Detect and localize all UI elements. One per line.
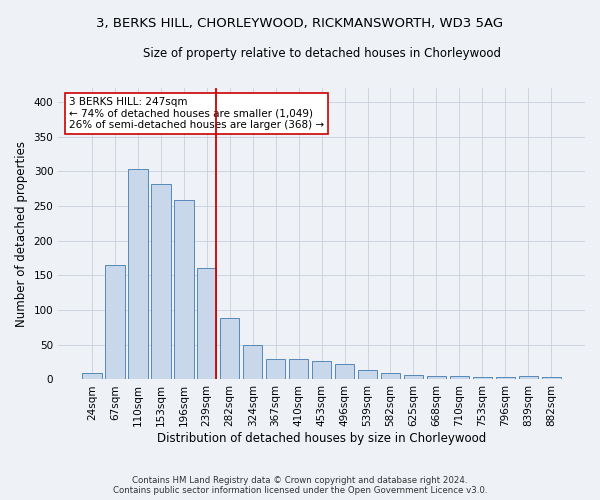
Bar xyxy=(335,364,355,380)
Bar xyxy=(496,376,515,380)
Title: Size of property relative to detached houses in Chorleywood: Size of property relative to detached ho… xyxy=(143,48,500,60)
Bar xyxy=(266,358,286,380)
Bar xyxy=(220,318,239,380)
Bar xyxy=(151,184,170,380)
Text: 3 BERKS HILL: 247sqm
← 74% of detached houses are smaller (1,049)
26% of semi-de: 3 BERKS HILL: 247sqm ← 74% of detached h… xyxy=(69,97,324,130)
Bar xyxy=(105,265,125,380)
Bar xyxy=(427,376,446,380)
Bar xyxy=(128,169,148,380)
Bar xyxy=(404,376,423,380)
Bar xyxy=(174,200,194,380)
Bar xyxy=(289,358,308,380)
X-axis label: Distribution of detached houses by size in Chorleywood: Distribution of detached houses by size … xyxy=(157,432,486,445)
Bar xyxy=(518,376,538,380)
Bar xyxy=(243,346,262,380)
Bar xyxy=(542,378,561,380)
Bar xyxy=(358,370,377,380)
Bar xyxy=(449,376,469,380)
Text: 3, BERKS HILL, CHORLEYWOOD, RICKMANSWORTH, WD3 5AG: 3, BERKS HILL, CHORLEYWOOD, RICKMANSWORT… xyxy=(97,18,503,30)
Bar xyxy=(312,362,331,380)
Text: Contains HM Land Registry data © Crown copyright and database right 2024.
Contai: Contains HM Land Registry data © Crown c… xyxy=(113,476,487,495)
Bar xyxy=(197,268,217,380)
Bar xyxy=(82,373,101,380)
Bar xyxy=(381,373,400,380)
Y-axis label: Number of detached properties: Number of detached properties xyxy=(15,141,28,327)
Bar xyxy=(473,376,492,380)
